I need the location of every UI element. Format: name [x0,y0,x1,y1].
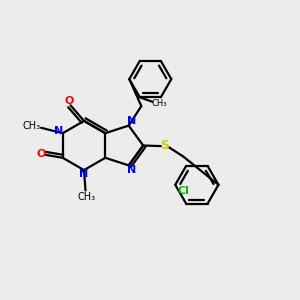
Text: CH₃: CH₃ [78,192,96,202]
Text: N: N [54,126,63,136]
Text: N: N [127,165,136,175]
Text: N: N [80,169,88,179]
Text: Cl: Cl [178,186,190,197]
Text: S: S [160,139,169,152]
Text: O: O [36,148,46,159]
Text: CH₃: CH₃ [22,121,40,131]
Text: O: O [64,96,74,106]
Text: N: N [127,116,136,126]
Text: CH₃: CH₃ [151,99,167,108]
